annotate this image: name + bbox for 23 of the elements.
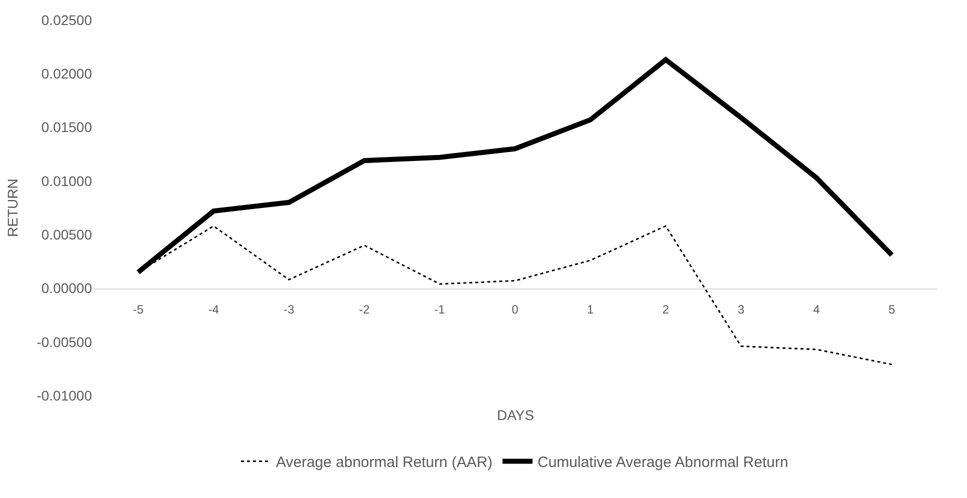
x-tick-label: -3 [284,302,295,317]
x-tick-label: 5 [888,302,896,317]
x-tick-label: 4 [813,302,820,317]
y-tick-label: 0.02500 [41,12,92,28]
y-tick-label: 0.00000 [41,280,92,296]
x-tick-label: -5 [132,302,144,317]
x-tick-label: 1 [587,302,594,317]
y-tick-label: 0.01500 [41,119,92,136]
y-tick-label: 0.00500 [41,226,92,243]
y-tick-label: 0.02000 [41,66,92,82]
y-tick-label: -0.00500 [36,334,92,350]
x-tick-label: -1 [434,302,446,317]
legend-label: Average abnormal Return (AAR) [276,454,492,472]
y-axis-title: RETURN [4,178,20,237]
x-tick-label: 2 [662,302,670,317]
legend-label: Cumulative Average Abnormal Return [538,454,788,472]
x-tick-label: 0 [512,302,519,317]
y-tick-label: -0.01000 [36,387,92,404]
y-tick-label: 0.01000 [41,172,92,189]
x-axis-title: DAYS [497,407,534,423]
x-tick-label: -4 [208,302,220,317]
x-tick-label: 3 [738,302,745,317]
x-tick-label: -2 [358,302,370,317]
